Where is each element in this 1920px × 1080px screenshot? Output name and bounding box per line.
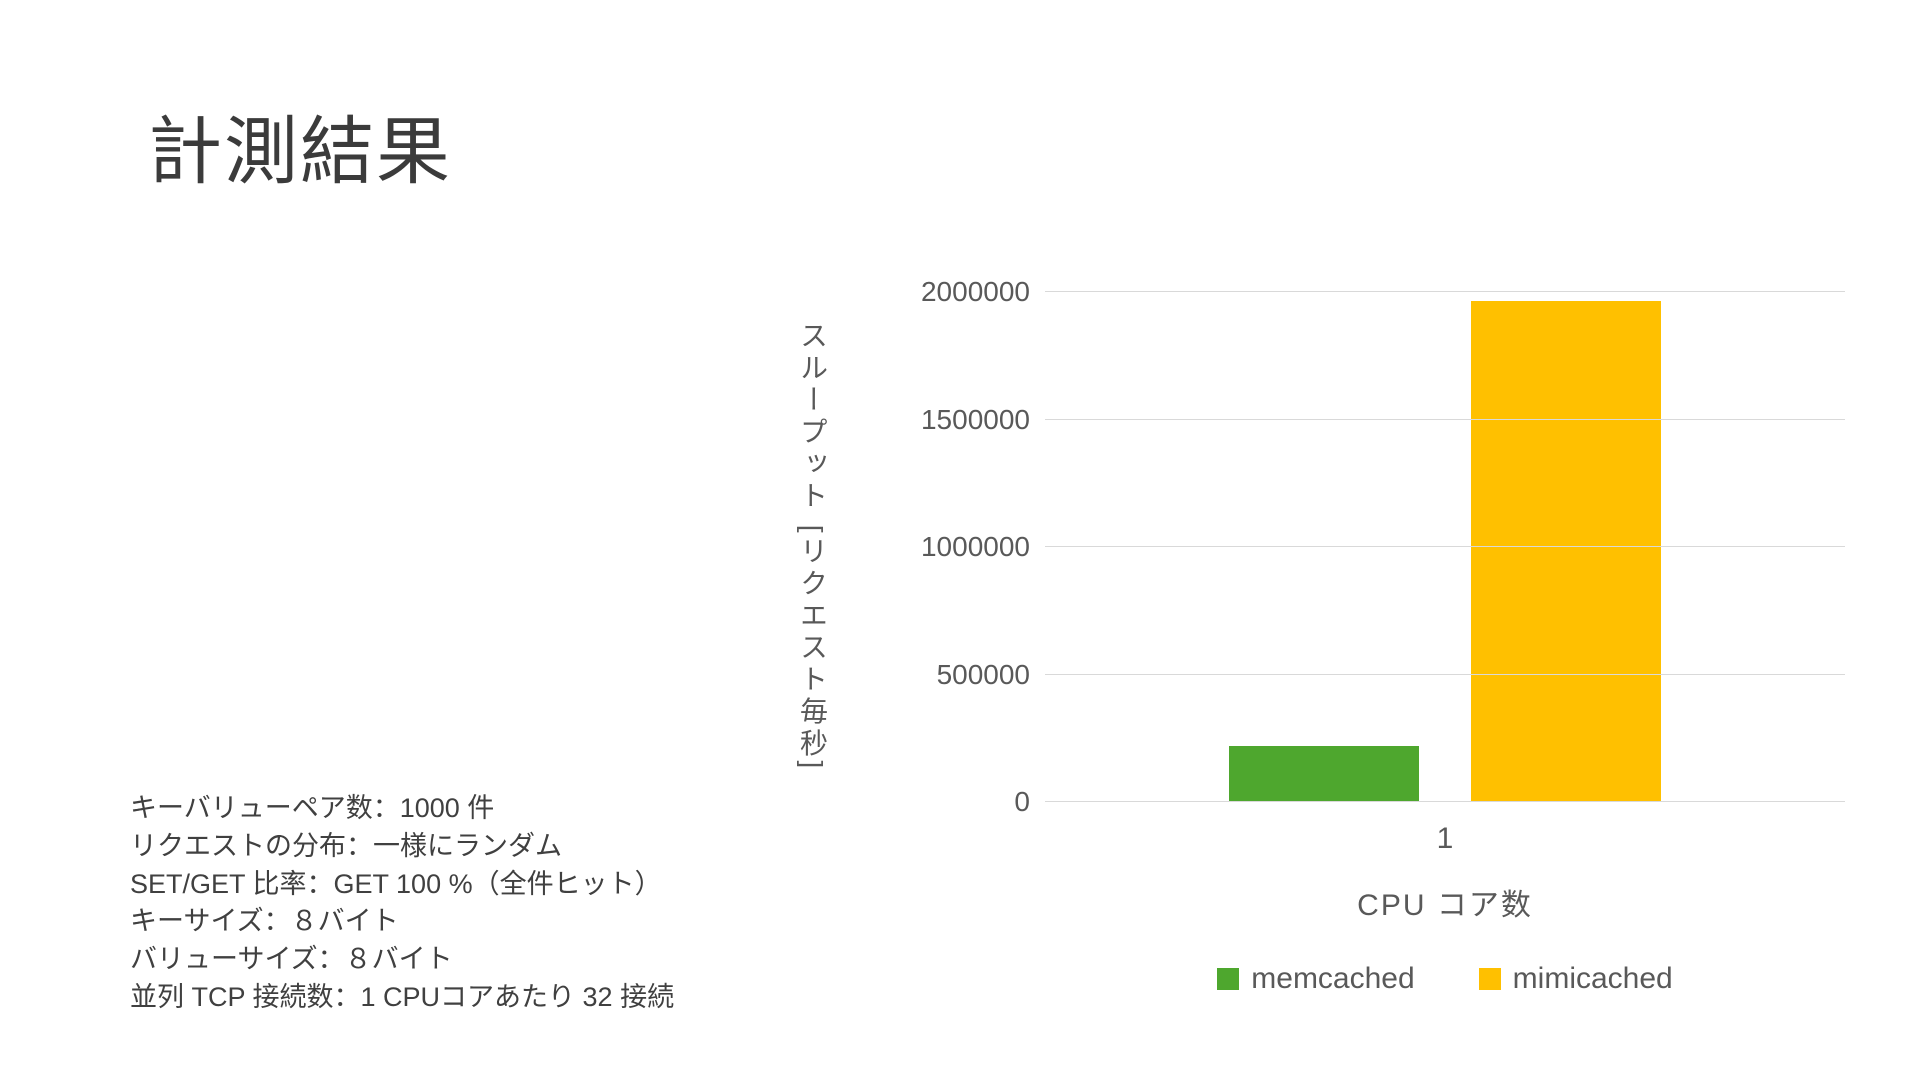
plot-area xyxy=(1045,291,1845,802)
legend-label: memcached xyxy=(1251,962,1415,995)
bar-memcached xyxy=(1229,745,1419,802)
y-tick-labels: 0 500000 1000000 1500000 2000000 xyxy=(835,276,1030,817)
x-tick-label: 1 xyxy=(1436,822,1454,855)
legend-swatch-mimicached xyxy=(1478,968,1501,990)
note-line: 並列 TCP 接続数：1 CPUコアあたり 32 接続 xyxy=(130,981,675,1012)
measurement-notes: キーバリューペア数：1000 件 リクエストの分布：一様にランダム SET/GE… xyxy=(130,790,674,1017)
legend-swatch-memcached xyxy=(1217,968,1240,990)
y-tick-label: 500000 xyxy=(936,658,1030,690)
note-line: SET/GET 比率：GET 100 %（全件ヒット） xyxy=(130,868,662,899)
gridline xyxy=(1045,673,1845,675)
bar-mimicached xyxy=(1471,300,1661,802)
slide-title: 計測結果 xyxy=(148,110,452,193)
chart-legend: memcached mimicached xyxy=(1045,962,1845,996)
note-line: バリューサイズ：８バイト xyxy=(130,944,453,975)
y-tick-label: 0 xyxy=(1014,786,1030,817)
y-tick-label: 2000000 xyxy=(920,276,1030,307)
legend-label: mimicached xyxy=(1512,962,1673,995)
gridline xyxy=(1045,418,1845,420)
y-tick-label: 1500000 xyxy=(920,403,1030,435)
note-line: キーサイズ：８バイト xyxy=(130,906,399,937)
note-line: キーバリューペア数：1000 件 xyxy=(130,793,495,823)
y-axis-title: スループット [リクエスト毎秒] xyxy=(797,321,828,773)
legend-item-memcached: memcached xyxy=(1217,962,1415,996)
gridline xyxy=(1045,546,1845,547)
bars-group xyxy=(1229,292,1661,802)
gridline xyxy=(1045,801,1845,802)
y-tick-label: 1000000 xyxy=(920,531,1030,562)
legend-item-mimicached: mimicached xyxy=(1478,962,1673,996)
x-axis-title: CPU コア数 xyxy=(1357,889,1533,922)
gridline xyxy=(1045,291,1845,292)
note-line: リクエストの分布：一様にランダム xyxy=(130,830,562,861)
